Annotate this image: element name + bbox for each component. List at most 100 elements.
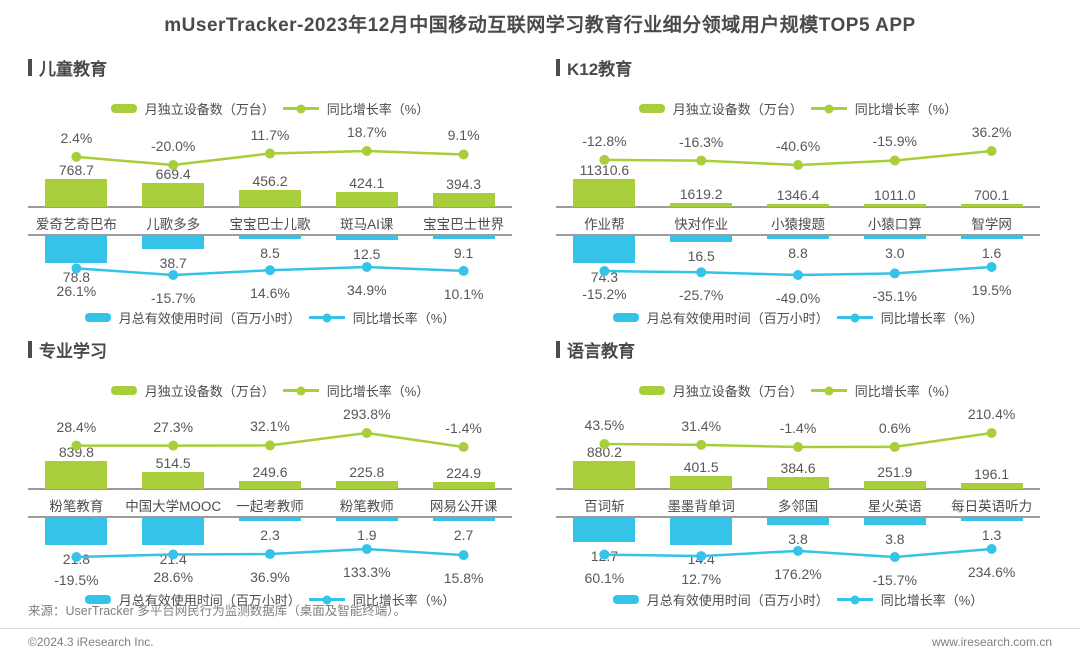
device-bar [142, 471, 205, 489]
growth-line-dot [265, 549, 275, 560]
category-label: 小猿口算 [867, 217, 922, 232]
usage-bar [335, 236, 398, 241]
growth-value-label: 10.1% [443, 285, 484, 302]
growth-line-dot [793, 160, 803, 170]
growth-line-dot [458, 149, 469, 160]
category-label: 快对作业 [674, 217, 729, 232]
chart-legend: 月独立设备数（万台） 同比增长率（%） [556, 99, 1040, 118]
usage-bar [960, 518, 1023, 521]
section-header: 语言教育 [556, 337, 635, 362]
bar-value-label: 16.5 [687, 247, 715, 264]
growth-line-dot [986, 262, 997, 272]
growth-value-label: 31.4% [681, 417, 722, 434]
bar-legend-swatch-icon [638, 386, 665, 395]
growth-line-dot [889, 268, 900, 279]
growth-value-label: 60.1% [584, 569, 625, 586]
growth-value-label: 34.9% [346, 282, 387, 298]
device-bar [573, 461, 636, 489]
usage-bar [45, 518, 108, 545]
line-legend-dot-icon [850, 313, 860, 322]
line-legend-icon [836, 595, 873, 604]
category-label: 儿歌多多 [146, 217, 201, 232]
growth-value-label: 234.6% [967, 564, 1016, 580]
bar-value-label: 514.5 [155, 454, 191, 471]
footer-divider [0, 628, 1080, 629]
chart-legend: 月独立设备数（万台） 同比增长率（%） [556, 381, 1040, 400]
section-marker-icon [28, 341, 32, 358]
legend-line-label: 同比增长率（%） [880, 311, 984, 326]
bar-value-label: 1.3 [981, 527, 1002, 543]
chart-legend: 月独立设备数（万台） 同比增长率（%） [28, 381, 512, 400]
legend-bar-label: 月总有效使用时间（百万小时） [646, 311, 829, 326]
device-bar [45, 179, 108, 207]
growth-value-label: -40.6% [775, 138, 821, 154]
bar-value-label: 880.2 [586, 444, 622, 460]
category-label: 粉笔教育 [49, 499, 104, 514]
category-label: 星火英语 [867, 499, 922, 514]
section-title: 语言教育 [567, 342, 635, 361]
growth-line-dot [889, 155, 900, 166]
usage-bar [142, 518, 205, 545]
growth-line-dot [361, 544, 372, 554]
bar-value-label: 3.0 [885, 245, 905, 261]
growth-value-label: -1.4% [445, 420, 482, 436]
section-title: 儿童教育 [39, 60, 107, 79]
growth-value-label: -16.3% [679, 133, 724, 150]
category-label: 小猿搜题 [771, 217, 825, 232]
growth-line-dot [793, 545, 803, 556]
growth-line-dot [265, 148, 275, 159]
bar-value-label: 424.1 [349, 174, 385, 191]
growth-value-label: -20.0% [151, 138, 196, 154]
device-bar [239, 480, 301, 489]
bar-value-label: 12.7 [590, 547, 619, 564]
growth-value-label: -1.4% [779, 420, 817, 436]
device-bar [863, 480, 926, 489]
growth-value-label: 18.7% [346, 124, 387, 140]
section-title: K12教育 [567, 60, 633, 79]
growth-line-dot [361, 146, 372, 156]
bar-legend-swatch-icon [612, 595, 639, 604]
page-title: mUserTracker-2023年12月中国移动互联网学习教育行业细分领域用户… [164, 15, 916, 36]
device-bar [670, 202, 733, 207]
bar-value-label: 225.8 [349, 464, 385, 481]
line-legend-dot-icon [824, 386, 834, 395]
section-header: 专业学习 [28, 337, 107, 362]
section-panel: K12教育月独立设备数（万台） 同比增长率（%） 月总有效使用时间（百万小时） 同比增… [556, 55, 1040, 327]
chart-legend: 月总有效使用时间（百万小时） 同比增长率（%） [556, 590, 1040, 609]
chart-legend: 月总有效使用时间（百万小时） 同比增长率（%） [28, 590, 512, 609]
legend-bar-label: 月独立设备数（万台） [144, 384, 275, 399]
bar-value-label: 21.8 [62, 551, 91, 567]
legend-line-label: 同比增长率（%） [326, 102, 430, 117]
section-panel: 儿童教育 月独立设备数（万台） 同比增长率（%） 月总有效使用时间（百万小时） 同比增长… [28, 55, 512, 327]
axis-line [28, 516, 512, 518]
line-legend-dot-icon [296, 104, 306, 113]
growth-line-dot [265, 440, 275, 451]
bar-value-label: 384.6 [780, 459, 816, 476]
bar-value-label: 12.5 [353, 246, 381, 263]
device-bar [142, 182, 205, 207]
growth-value-label: -15.7% [151, 290, 196, 306]
bar-value-label: 74.3 [590, 269, 619, 285]
growth-value-label: 36.9% [250, 569, 290, 586]
section-title: 专业学习 [39, 342, 107, 361]
bar-value-label: 249.6 [252, 463, 288, 480]
growth-value-label: -25.7% [679, 287, 724, 304]
bar-legend-swatch-icon [638, 104, 665, 113]
growth-value-label: -35.1% [872, 288, 917, 305]
line-legend-icon [308, 595, 345, 604]
growth-line-dot [168, 440, 179, 451]
growth-line-dot [458, 550, 469, 561]
bar-legend-swatch-icon [612, 313, 639, 322]
bar-value-label: 456.2 [252, 173, 288, 190]
growth-line-dot [458, 442, 469, 452]
growth-value-label: -15.7% [872, 572, 917, 588]
bar-value-label: 14.4 [687, 551, 715, 567]
category-label: 每日英语听力 [951, 499, 1033, 514]
section-marker-icon [556, 59, 560, 76]
device-bar [863, 204, 926, 207]
usage-bar [670, 236, 733, 242]
legend-line-label: 同比增长率（%） [880, 593, 984, 608]
category-label: 斑马AI课 [340, 217, 394, 232]
bar-value-label: 8.5 [260, 245, 280, 261]
